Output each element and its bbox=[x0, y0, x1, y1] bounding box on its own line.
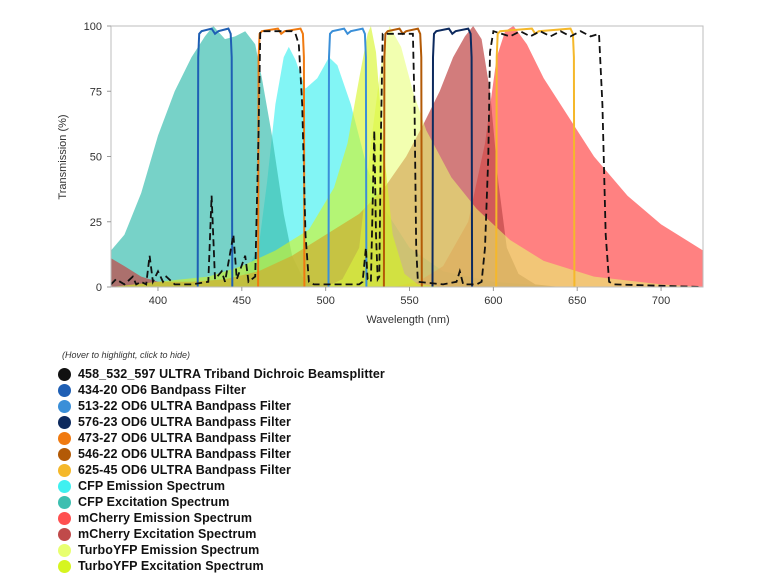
legend-label: 473-27 OD6 ULTRA Bandpass Filter bbox=[78, 431, 291, 445]
x-tick-label-400: 400 bbox=[149, 295, 167, 307]
turboyfp-emission-spectrum-mark bbox=[325, 26, 703, 287]
legend-label: CFP Emission Spectrum bbox=[78, 479, 226, 493]
legend: 458_532_597 ULTRA Triband Dichroic Beams… bbox=[58, 366, 385, 574]
legend-label: 625-45 OD6 ULTRA Bandpass Filter bbox=[78, 463, 291, 477]
transmission-chart: 400 450 500 550 600 650 700 0 25 50 75 100 Waveleng… bbox=[57, 21, 704, 326]
legend-swatch-icon bbox=[58, 527, 71, 541]
legend-swatch-icon bbox=[58, 511, 71, 525]
legend-label: TurboYFP Excitation Spectrum bbox=[78, 559, 264, 573]
458-532-597-ultra-triband-dichroic-beamsplitter-mark bbox=[111, 30, 703, 287]
legend-item-546-22-od6-ultra-bandpass-filter[interactable]: 546-22 OD6 ULTRA Bandpass Filter bbox=[58, 446, 385, 462]
x-tick-label-500: 500 bbox=[316, 295, 334, 307]
plot-fills-layer bbox=[111, 26, 703, 287]
cfp-emission-spectrum-mark bbox=[225, 46, 561, 287]
legend-hint: (Hover to highlight, click to hide) bbox=[62, 350, 191, 360]
legend-item-turboyfp-excitation-spectrum[interactable]: TurboYFP Excitation Spectrum bbox=[58, 558, 385, 574]
434-20-od6-bandpass-filter-mark bbox=[196, 27, 234, 287]
legend-item-625-45-od6-ultra-bandpass-filter[interactable]: 625-45 OD6 ULTRA Bandpass Filter bbox=[58, 462, 385, 478]
legend-swatch-icon bbox=[58, 543, 71, 557]
legend-label: 576-23 OD6 ULTRA Bandpass Filter bbox=[78, 415, 291, 429]
legend-swatch-icon bbox=[58, 383, 71, 397]
legend-swatch-icon bbox=[58, 495, 71, 509]
legend-swatch-icon bbox=[58, 479, 71, 493]
legend-swatch-icon bbox=[58, 447, 71, 461]
y-tick-label-100: 100 bbox=[84, 21, 102, 33]
legend-label: 546-22 OD6 ULTRA Bandpass Filter bbox=[78, 447, 291, 461]
legend-item-513-22-od6-ultra-bandpass-filter[interactable]: 513-22 OD6 ULTRA Bandpass Filter bbox=[58, 398, 385, 414]
legend-swatch-icon bbox=[58, 463, 71, 477]
y-tick-label-0: 0 bbox=[96, 282, 102, 294]
legend-item-turboyfp-emission-spectrum[interactable]: TurboYFP Emission Spectrum bbox=[58, 542, 385, 558]
legend-item-cfp-excitation-spectrum[interactable]: CFP Excitation Spectrum bbox=[58, 494, 385, 510]
legend-item-cfp-emission-spectrum[interactable]: CFP Emission Spectrum bbox=[58, 478, 385, 494]
y-tick-label-75: 75 bbox=[90, 86, 102, 98]
legend-item-458-532-597-ultra-triband-dichroic-beamsplitter[interactable]: 458_532_597 ULTRA Triband Dichroic Beams… bbox=[58, 366, 385, 382]
legend-label: 458_532_597 ULTRA Triband Dichroic Beams… bbox=[78, 367, 385, 381]
legend-swatch-icon bbox=[58, 367, 71, 381]
legend-label: CFP Excitation Spectrum bbox=[78, 495, 230, 509]
legend-label: 513-22 OD6 ULTRA Bandpass Filter bbox=[78, 399, 291, 413]
legend-label: mCherry Emission Spectrum bbox=[78, 511, 253, 525]
473-27-od6-ultra-bandpass-filter-mark bbox=[257, 27, 306, 287]
y-tick-label-25: 25 bbox=[90, 217, 102, 229]
x-tick-label-650: 650 bbox=[568, 295, 586, 307]
513-22-od6-ultra-bandpass-filter-mark bbox=[327, 27, 368, 287]
legend-label: mCherry Excitation Spectrum bbox=[78, 527, 257, 541]
legend-label: TurboYFP Emission Spectrum bbox=[78, 543, 260, 557]
x-axis-label: Wavelength (nm) bbox=[366, 314, 449, 326]
x-tick-label-600: 600 bbox=[484, 295, 502, 307]
legend-item-mcherry-emission-spectrum[interactable]: mCherry Emission Spectrum bbox=[58, 510, 385, 526]
legend-item-576-23-od6-ultra-bandpass-filter[interactable]: 576-23 OD6 ULTRA Bandpass Filter bbox=[58, 414, 385, 430]
turboyfp-excitation-spectrum-mark bbox=[111, 26, 444, 287]
y-axis-label: Transmission (%) bbox=[57, 114, 69, 199]
legend-label: 434-20 OD6 Bandpass Filter bbox=[78, 383, 246, 397]
legend-swatch-icon bbox=[58, 431, 71, 445]
plot-dichroic-layer bbox=[111, 30, 703, 287]
legend-swatch-icon bbox=[58, 415, 71, 429]
x-tick-label-550: 550 bbox=[400, 295, 418, 307]
legend-item-434-20-od6-bandpass-filter[interactable]: 434-20 OD6 Bandpass Filter bbox=[58, 382, 385, 398]
cfp-excitation-spectrum-mark bbox=[111, 26, 343, 287]
y-tick-label-50: 50 bbox=[90, 152, 102, 164]
legend-item-473-27-od6-ultra-bandpass-filter[interactable]: 473-27 OD6 ULTRA Bandpass Filter bbox=[58, 430, 385, 446]
576-23-od6-ultra-bandpass-filter-mark bbox=[431, 27, 474, 287]
legend-swatch-icon bbox=[58, 399, 71, 413]
x-tick-label-700: 700 bbox=[652, 295, 670, 307]
legend-swatch-icon bbox=[58, 559, 71, 573]
x-tick-label-450: 450 bbox=[233, 295, 251, 307]
legend-item-mcherry-excitation-spectrum[interactable]: mCherry Excitation Spectrum bbox=[58, 526, 385, 542]
axes-layer: 400 450 500 550 600 650 700 0 25 50 75 100 bbox=[84, 21, 671, 307]
